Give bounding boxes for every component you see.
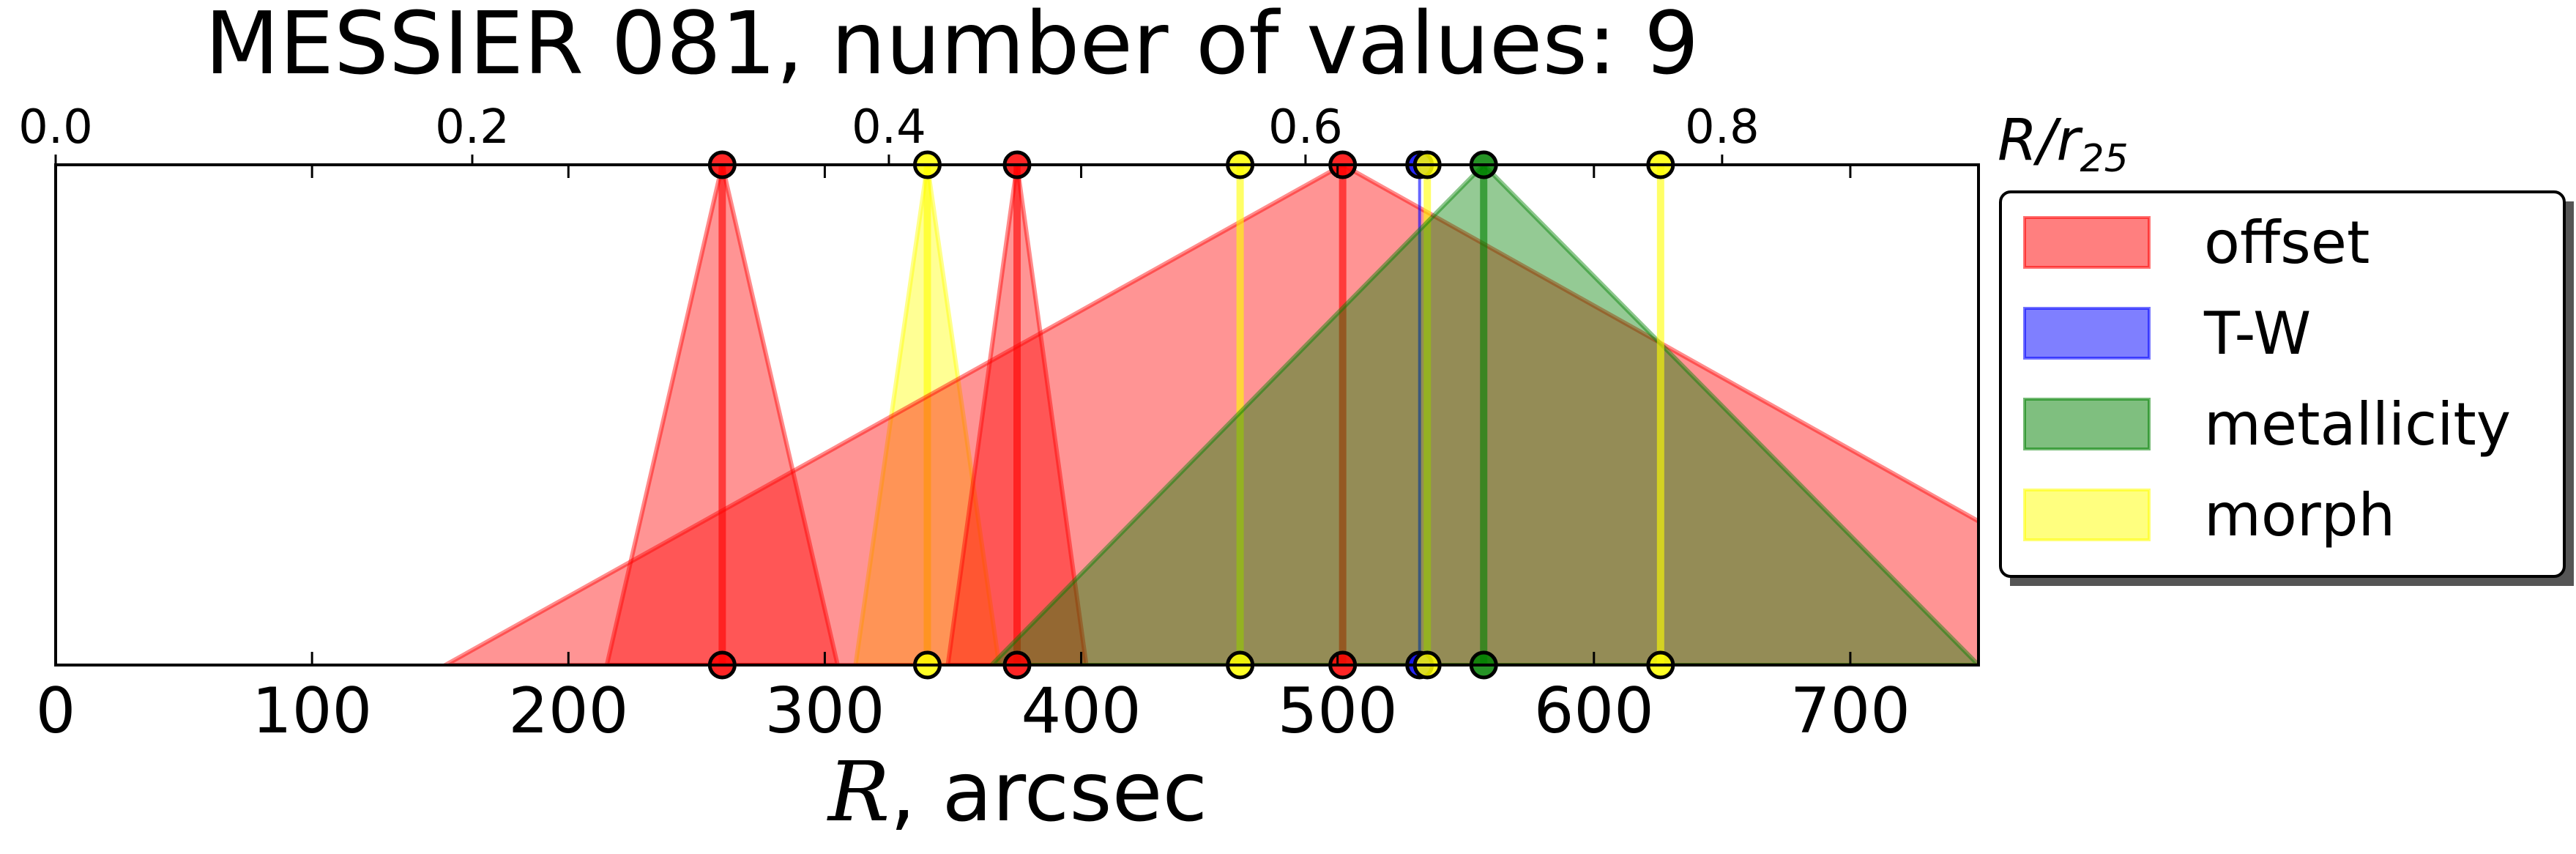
bottom-axis: 0 100 200 300 400 500 600 700 bbox=[36, 165, 1910, 748]
x-tick-label: 0 bbox=[36, 675, 76, 748]
legend-swatch-morph bbox=[2023, 489, 2151, 541]
top-axis-label-main: R/r bbox=[1998, 108, 2083, 174]
top-axis: 0.0 0.2 0.4 0.6 0.8 bbox=[18, 100, 1760, 165]
top-tick-label: 0.6 bbox=[1268, 100, 1343, 155]
chart-title: MESSIER 081, number of values: 9 bbox=[205, 0, 1700, 94]
legend-box bbox=[1999, 190, 2566, 578]
x-axis-label: R, arcsec bbox=[827, 745, 1207, 840]
legend-label-T-W: T-W bbox=[2203, 300, 2311, 368]
x-tick-label: 500 bbox=[1278, 675, 1398, 748]
x-tick-label: 200 bbox=[508, 675, 628, 748]
x-tick-label: 400 bbox=[1021, 675, 1141, 748]
x-tick-label: 100 bbox=[252, 675, 372, 748]
x-tick-label: 600 bbox=[1534, 675, 1654, 748]
x-axis-unit: , arcsec bbox=[890, 745, 1207, 840]
plot-marks bbox=[441, 165, 1978, 665]
top-tick-label: 0.4 bbox=[852, 100, 926, 155]
top-axis-label: R/r25 bbox=[1998, 108, 2129, 181]
legend-label-morph: morph bbox=[2204, 481, 2395, 549]
legend-swatch-T-W bbox=[2023, 307, 2151, 360]
top-tick-label: 0.2 bbox=[435, 100, 510, 155]
x-tick-label: 700 bbox=[1790, 675, 1910, 748]
plot-frame bbox=[54, 163, 1980, 667]
top-axis-label-sub: 25 bbox=[2080, 137, 2129, 181]
legend-label-offset: offset bbox=[2204, 209, 2370, 277]
legend: offset T-W metallicity morph bbox=[1999, 190, 2574, 586]
top-tick-label: 0.0 bbox=[18, 100, 93, 155]
area-offset-4 bbox=[441, 165, 1978, 665]
x-tick-label: 300 bbox=[764, 675, 885, 748]
legend-swatch-metallicity bbox=[2023, 398, 2151, 450]
legend-label-metallicity: metallicity bbox=[2204, 390, 2511, 458]
top-tick-label: 0.8 bbox=[1685, 100, 1760, 155]
legend-swatch-offset bbox=[2023, 216, 2151, 269]
x-axis-symbol: R bbox=[827, 745, 890, 840]
